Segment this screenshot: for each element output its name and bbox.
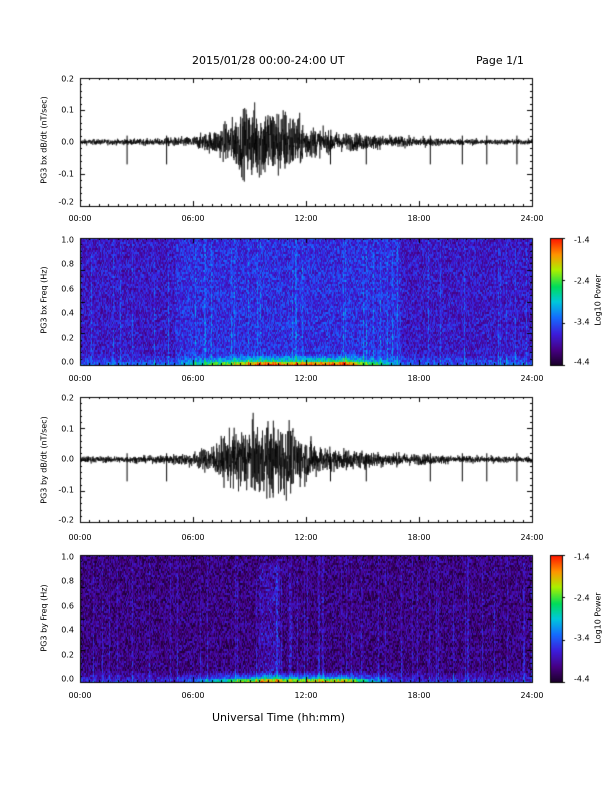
panel4-ytick: 0.8 bbox=[61, 576, 74, 586]
panel2-ylabel: PG3 bx Freq (Hz) bbox=[39, 266, 49, 334]
panel3-xtick: 00:00 bbox=[68, 533, 92, 542]
colorbar1-tick: -3.4 bbox=[574, 317, 590, 327]
panel2-ytick: 0.2 bbox=[61, 333, 74, 343]
panel1-xtick: 00:00 bbox=[68, 214, 92, 223]
colorbar1-label: Log10 Power bbox=[593, 274, 603, 326]
panel1-xtick: 24:00 bbox=[520, 214, 544, 223]
panel2-ytick: 0.8 bbox=[61, 259, 74, 269]
panel4-xtick: 12:00 bbox=[294, 691, 318, 700]
panel2-xtick: 24:00 bbox=[520, 374, 544, 383]
panel2-ytick: 0.4 bbox=[61, 308, 74, 318]
page-indicator: Page 1/1 bbox=[476, 54, 524, 67]
panel3-ytick: 0.0 bbox=[61, 454, 74, 464]
panel2-xtick: 18:00 bbox=[407, 374, 431, 383]
colorbar1-tick: -2.4 bbox=[574, 276, 590, 286]
panel1-ytick: 0.2 bbox=[61, 74, 74, 84]
panel2-ytick: 0.0 bbox=[61, 357, 74, 367]
panel1-ytick: -0.2 bbox=[58, 197, 74, 207]
panel3-ytick: 0.2 bbox=[61, 393, 74, 403]
panel1-xtick: 06:00 bbox=[181, 214, 205, 223]
panel4-ylabel: PG3 by Freq (Hz) bbox=[39, 584, 49, 652]
colorbar2-tick: -3.4 bbox=[574, 633, 590, 643]
panel2-ytick: 1.0 bbox=[61, 235, 74, 245]
panel3-xtick: 06:00 bbox=[181, 533, 205, 542]
chart-title: 2015/01/28 00:00-24:00 UT bbox=[192, 54, 345, 67]
panel2-xtick: 06:00 bbox=[181, 374, 205, 383]
panel4-xtick: 06:00 bbox=[181, 691, 205, 700]
panel1-xtick: 18:00 bbox=[407, 214, 431, 223]
panel4-xtick: 00:00 bbox=[68, 691, 92, 700]
colorbar1-tick: -1.4 bbox=[574, 235, 590, 245]
panel4-xtick: 24:00 bbox=[520, 691, 544, 700]
colorbar2-tick: -4.4 bbox=[574, 674, 590, 684]
panel3-xtick: 12:00 bbox=[294, 533, 318, 542]
panel1-ylabel: PG3 bx dB/dt (nT/sec) bbox=[39, 96, 49, 184]
panel4-xtick: 18:00 bbox=[407, 691, 431, 700]
colorbar2-tick: -2.4 bbox=[574, 593, 590, 603]
panel4-ytick: 0.2 bbox=[61, 650, 74, 660]
panel4-ytick: 1.0 bbox=[61, 552, 74, 562]
colorbar2-label: Log10 Power bbox=[593, 592, 603, 644]
panel3-xtick: 18:00 bbox=[407, 533, 431, 542]
colorbar2-tick: -1.4 bbox=[574, 552, 590, 562]
panel2-ytick: 0.6 bbox=[61, 284, 74, 294]
panel2-xtick: 00:00 bbox=[68, 374, 92, 383]
colorbar1-tick: -4.4 bbox=[574, 357, 590, 367]
panel1-xtick: 12:00 bbox=[294, 214, 318, 223]
panel3-ytick: -0.1 bbox=[58, 485, 74, 495]
panel4-ytick: 0.4 bbox=[61, 625, 74, 635]
x-axis-label: Universal Time (hh:mm) bbox=[212, 711, 345, 724]
panel1-ytick: 0.1 bbox=[61, 105, 74, 115]
panel1-ytick: 0.0 bbox=[61, 137, 74, 147]
panel4-ytick: 0.0 bbox=[61, 674, 74, 684]
panel3-ytick: -0.2 bbox=[58, 515, 74, 525]
panel3-ytick: 0.1 bbox=[61, 424, 74, 434]
panel3-xtick: 24:00 bbox=[520, 533, 544, 542]
panel2-xtick: 12:00 bbox=[294, 374, 318, 383]
panel4-ytick: 0.6 bbox=[61, 601, 74, 611]
panel3-ylabel: PG3 by dB/dt (nT/sec) bbox=[39, 416, 49, 504]
panel1-ytick: -0.1 bbox=[58, 169, 74, 179]
